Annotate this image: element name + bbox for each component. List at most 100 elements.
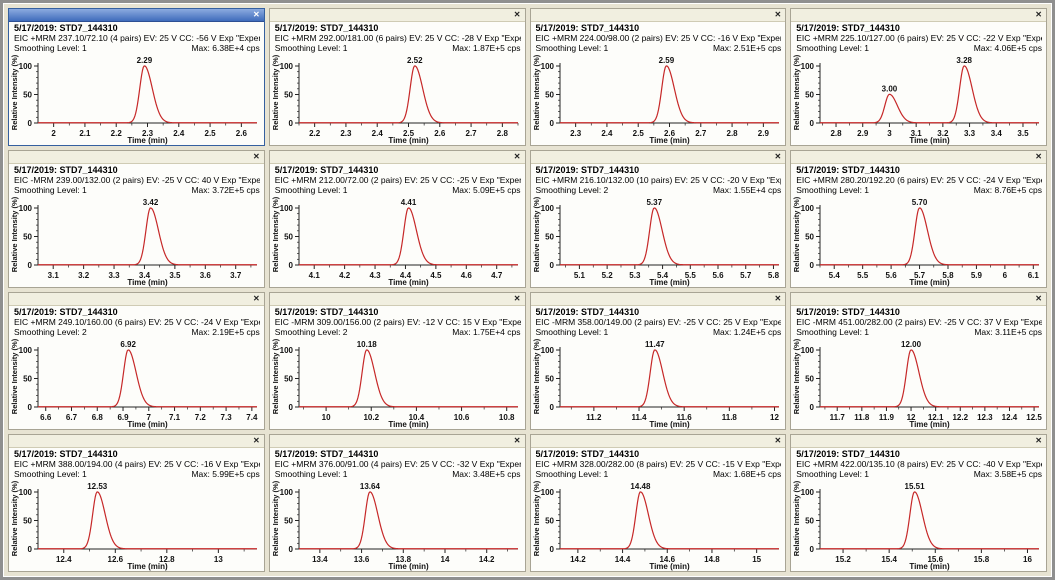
svg-text:50: 50 bbox=[23, 517, 32, 526]
close-icon[interactable]: ✕ bbox=[1035, 294, 1042, 303]
close-icon[interactable]: ✕ bbox=[513, 152, 521, 161]
sample-title: 5/17/2019: STD7_144310 bbox=[14, 23, 118, 33]
panel-title-bar[interactable]: ✕ bbox=[269, 435, 525, 448]
panel-title-bar[interactable]: ✕ bbox=[530, 293, 786, 306]
svg-text:6.92: 6.92 bbox=[120, 340, 136, 349]
svg-text:Time (min): Time (min) bbox=[910, 420, 951, 429]
svg-text:50: 50 bbox=[805, 517, 814, 526]
panel-title-bar[interactable]: ✕ bbox=[530, 435, 786, 448]
chromatogram-plot[interactable]: 0 50 100 15.2 15.4 15.6 15.8 16 15.51 Time (min) R… bbox=[791, 479, 1046, 571]
panel-title-bar[interactable]: ✕ bbox=[269, 293, 525, 306]
sample-title: 5/17/2019: STD7_144310 bbox=[14, 449, 118, 459]
chromatogram-panel-6[interactable]: ✕ 5/17/2019: STD7_144310 EIC +MRM 212.00… bbox=[268, 150, 526, 288]
panel-header: 5/17/2019: STD7_144310 EIC -MRM 451.00/2… bbox=[791, 306, 1046, 337]
panel-header: 5/17/2019: STD7_144310 EIC +MRM 422.00/1… bbox=[791, 448, 1046, 479]
chromatogram-plot[interactable]: 0 50 100 10 10.2 10.4 10.6 10.8 10.18 Time (min) R… bbox=[270, 337, 525, 429]
svg-text:6.7: 6.7 bbox=[66, 413, 78, 422]
sample-title: 5/17/2019: STD7_144310 bbox=[796, 23, 900, 33]
panel-title-bar[interactable]: ✕ bbox=[791, 151, 1046, 164]
chromatogram-plot[interactable]: 0 50 100 13.4 13.6 13.8 14 14.2 13.64 Time (min) R… bbox=[270, 479, 525, 571]
chromatogram-plot[interactable]: 0 50 100 2.8 2.9 3 3.1 3.2 3.3 3.4 3.5 3.00 3.28 Time… bbox=[791, 53, 1046, 145]
svg-text:100: 100 bbox=[279, 346, 293, 355]
chromatogram-panel-11[interactable]: ✕ 5/17/2019: STD7_144310 EIC -MRM 358.00… bbox=[529, 292, 787, 430]
sample-title: 5/17/2019: STD7_144310 bbox=[535, 449, 640, 459]
smoothing-level-label: Smoothing Level: 1 bbox=[14, 185, 87, 195]
close-icon[interactable]: ✕ bbox=[1035, 152, 1042, 161]
chromatogram-panel-12[interactable]: ✕ 5/17/2019: STD7_144310 EIC -MRM 451.00… bbox=[790, 292, 1047, 430]
svg-text:14.4: 14.4 bbox=[614, 555, 630, 564]
close-icon[interactable]: ✕ bbox=[253, 10, 260, 19]
svg-text:3.6: 3.6 bbox=[200, 271, 212, 280]
chromatogram-panel-13[interactable]: ✕ 5/17/2019: STD7_144310 EIC +MRM 388.00… bbox=[8, 434, 265, 572]
chromatogram-plot[interactable]: 0 50 100 6.6 6.7 6.8 6.9 7 7.1 7.2 7.3 7.4 6.92 Time … bbox=[9, 337, 264, 429]
panel-title-bar[interactable]: ✕ bbox=[269, 9, 525, 22]
chromatogram-panel-5[interactable]: ✕ 5/17/2019: STD7_144310 EIC -MRM 239.00… bbox=[8, 150, 265, 288]
eic-info-line: EIC +MRM 280.20/192.20 (6 pairs) EV: 25 … bbox=[796, 175, 1042, 185]
svg-text:0: 0 bbox=[28, 119, 33, 128]
chromatogram-plot[interactable]: 0 50 100 4.1 4.2 4.3 4.4 4.5 4.6 4.7 4.41 Time (min… bbox=[270, 195, 525, 287]
chromatogram-panel-1[interactable]: ✕ 5/17/2019: STD7_144310 EIC +MRM 237.10… bbox=[8, 8, 265, 146]
panel-title-bar[interactable]: ✕ bbox=[9, 9, 264, 22]
chromatogram-plot[interactable]: 0 50 100 11.7 11.8 11.9 12 12.1 12.2 12.3 12.4 12.5… bbox=[791, 337, 1046, 429]
close-icon[interactable]: ✕ bbox=[774, 294, 782, 303]
chromatogram-plot[interactable]: 0 50 100 5.4 5.5 5.6 5.7 5.8 5.9 6 6.1 5.70 Time (mi… bbox=[791, 195, 1046, 287]
panel-title-bar[interactable]: ✕ bbox=[791, 9, 1046, 22]
smoothing-level-label: Smoothing Level: 2 bbox=[535, 185, 609, 195]
chromatogram-panel-14[interactable]: ✕ 5/17/2019: STD7_144310 EIC +MRM 376.00… bbox=[268, 434, 526, 572]
chromatogram-panel-10[interactable]: ✕ 5/17/2019: STD7_144310 EIC -MRM 309.00… bbox=[268, 292, 526, 430]
chromatogram-plot[interactable]: 0 50 100 3.1 3.2 3.3 3.4 3.5 3.6 3.7 3.42 Time (min… bbox=[9, 195, 264, 287]
chromatogram-panel-7[interactable]: ✕ 5/17/2019: STD7_144310 EIC +MRM 216.10… bbox=[529, 150, 787, 288]
chromatogram-panel-8[interactable]: ✕ 5/17/2019: STD7_144310 EIC +MRM 280.20… bbox=[790, 150, 1047, 288]
svg-text:Time (min): Time (min) bbox=[910, 136, 951, 145]
chromatogram-plot[interactable]: 0 50 100 5.1 5.2 5.3 5.4 5.5 5.6 5.7 5.8 5.37 Time (… bbox=[531, 195, 786, 287]
chromatogram-plot[interactable]: 0 50 100 2.2 2.3 2.4 2.5 2.6 2.7 2.8 2.52 Time (min… bbox=[270, 53, 525, 145]
panel-title-bar[interactable]: ✕ bbox=[9, 435, 264, 448]
panel-header: 5/17/2019: STD7_144310 EIC +MRM 249.10/1… bbox=[9, 306, 264, 337]
chromatogram-panel-2[interactable]: ✕ 5/17/2019: STD7_144310 EIC +MRM 292.00… bbox=[268, 8, 526, 146]
sample-title: 5/17/2019: STD7_144310 bbox=[796, 307, 900, 317]
chromatogram-plot[interactable]: 0 50 100 11.2 11.4 11.6 11.8 12 11.47 Time (min) R… bbox=[531, 337, 786, 429]
sample-title: 5/17/2019: STD7_144310 bbox=[535, 165, 640, 175]
close-icon[interactable]: ✕ bbox=[513, 436, 521, 445]
chromatogram-plot[interactable]: 0 50 100 14.2 14.4 14.6 14.8 15 14.48 Time (min) R… bbox=[531, 479, 786, 571]
close-icon[interactable]: ✕ bbox=[774, 10, 782, 19]
panel-title-bar[interactable]: ✕ bbox=[9, 151, 264, 164]
panel-title-bar[interactable]: ✕ bbox=[791, 435, 1046, 448]
panel-title-bar[interactable]: ✕ bbox=[791, 293, 1046, 306]
svg-text:50: 50 bbox=[284, 375, 293, 384]
chromatogram-panel-3[interactable]: ✕ 5/17/2019: STD7_144310 EIC +MRM 224.00… bbox=[529, 8, 787, 146]
panel-header: 5/17/2019: STD7_144310 EIC +MRM 237.10/7… bbox=[9, 22, 264, 53]
close-icon[interactable]: ✕ bbox=[253, 436, 260, 445]
chromatogram-panel-16[interactable]: ✕ 5/17/2019: STD7_144310 EIC +MRM 422.00… bbox=[790, 434, 1047, 572]
eic-info-line: EIC +MRM 212.00/72.00 (2 pairs) EV: 25 V… bbox=[274, 175, 521, 185]
close-icon[interactable]: ✕ bbox=[1035, 10, 1042, 19]
svg-text:12.4: 12.4 bbox=[1002, 413, 1018, 422]
chromatogram-panel-15[interactable]: ✕ 5/17/2019: STD7_144310 EIC +MRM 328.00… bbox=[529, 434, 787, 572]
panel-title-bar[interactable]: ✕ bbox=[530, 151, 786, 164]
close-icon[interactable]: ✕ bbox=[1035, 436, 1042, 445]
close-icon[interactable]: ✕ bbox=[513, 294, 521, 303]
chromatogram-panel-4[interactable]: ✕ 5/17/2019: STD7_144310 EIC +MRM 225.10… bbox=[790, 8, 1047, 146]
panel-title-bar[interactable]: ✕ bbox=[9, 293, 264, 306]
close-icon[interactable]: ✕ bbox=[774, 436, 782, 445]
close-icon[interactable]: ✕ bbox=[774, 152, 782, 161]
svg-text:50: 50 bbox=[23, 375, 32, 384]
svg-text:50: 50 bbox=[805, 233, 814, 242]
panel-title-bar[interactable]: ✕ bbox=[269, 151, 525, 164]
max-intensity-label: Max: 2.19E+5 cps bbox=[191, 327, 260, 337]
chromatogram-plot[interactable]: 0 50 100 12.4 12.6 12.8 13 12.53 Time (min) Relat… bbox=[9, 479, 264, 571]
close-icon[interactable]: ✕ bbox=[513, 10, 521, 19]
chromatogram-plot[interactable]: 0 50 100 2.3 2.4 2.5 2.6 2.7 2.8 2.9 2.59 Time (min… bbox=[531, 53, 786, 145]
panel-title-bar[interactable]: ✕ bbox=[530, 9, 786, 22]
close-icon[interactable]: ✕ bbox=[253, 294, 260, 303]
svg-text:6.8: 6.8 bbox=[92, 413, 104, 422]
close-icon[interactable]: ✕ bbox=[253, 152, 260, 161]
chromatogram-plot[interactable]: 0 50 100 2 2.1 2.2 2.3 2.4 2.5 2.6 2.29 Time (min) R… bbox=[9, 53, 264, 145]
svg-text:Relative Intensity (%): Relative Intensity (%) bbox=[271, 338, 280, 414]
svg-text:2.2: 2.2 bbox=[111, 129, 123, 138]
svg-text:100: 100 bbox=[19, 62, 33, 71]
svg-text:0: 0 bbox=[549, 119, 554, 128]
chromatogram-panel-9[interactable]: ✕ 5/17/2019: STD7_144310 EIC +MRM 249.10… bbox=[8, 292, 265, 430]
smoothing-level-label: Smoothing Level: 1 bbox=[14, 43, 87, 53]
